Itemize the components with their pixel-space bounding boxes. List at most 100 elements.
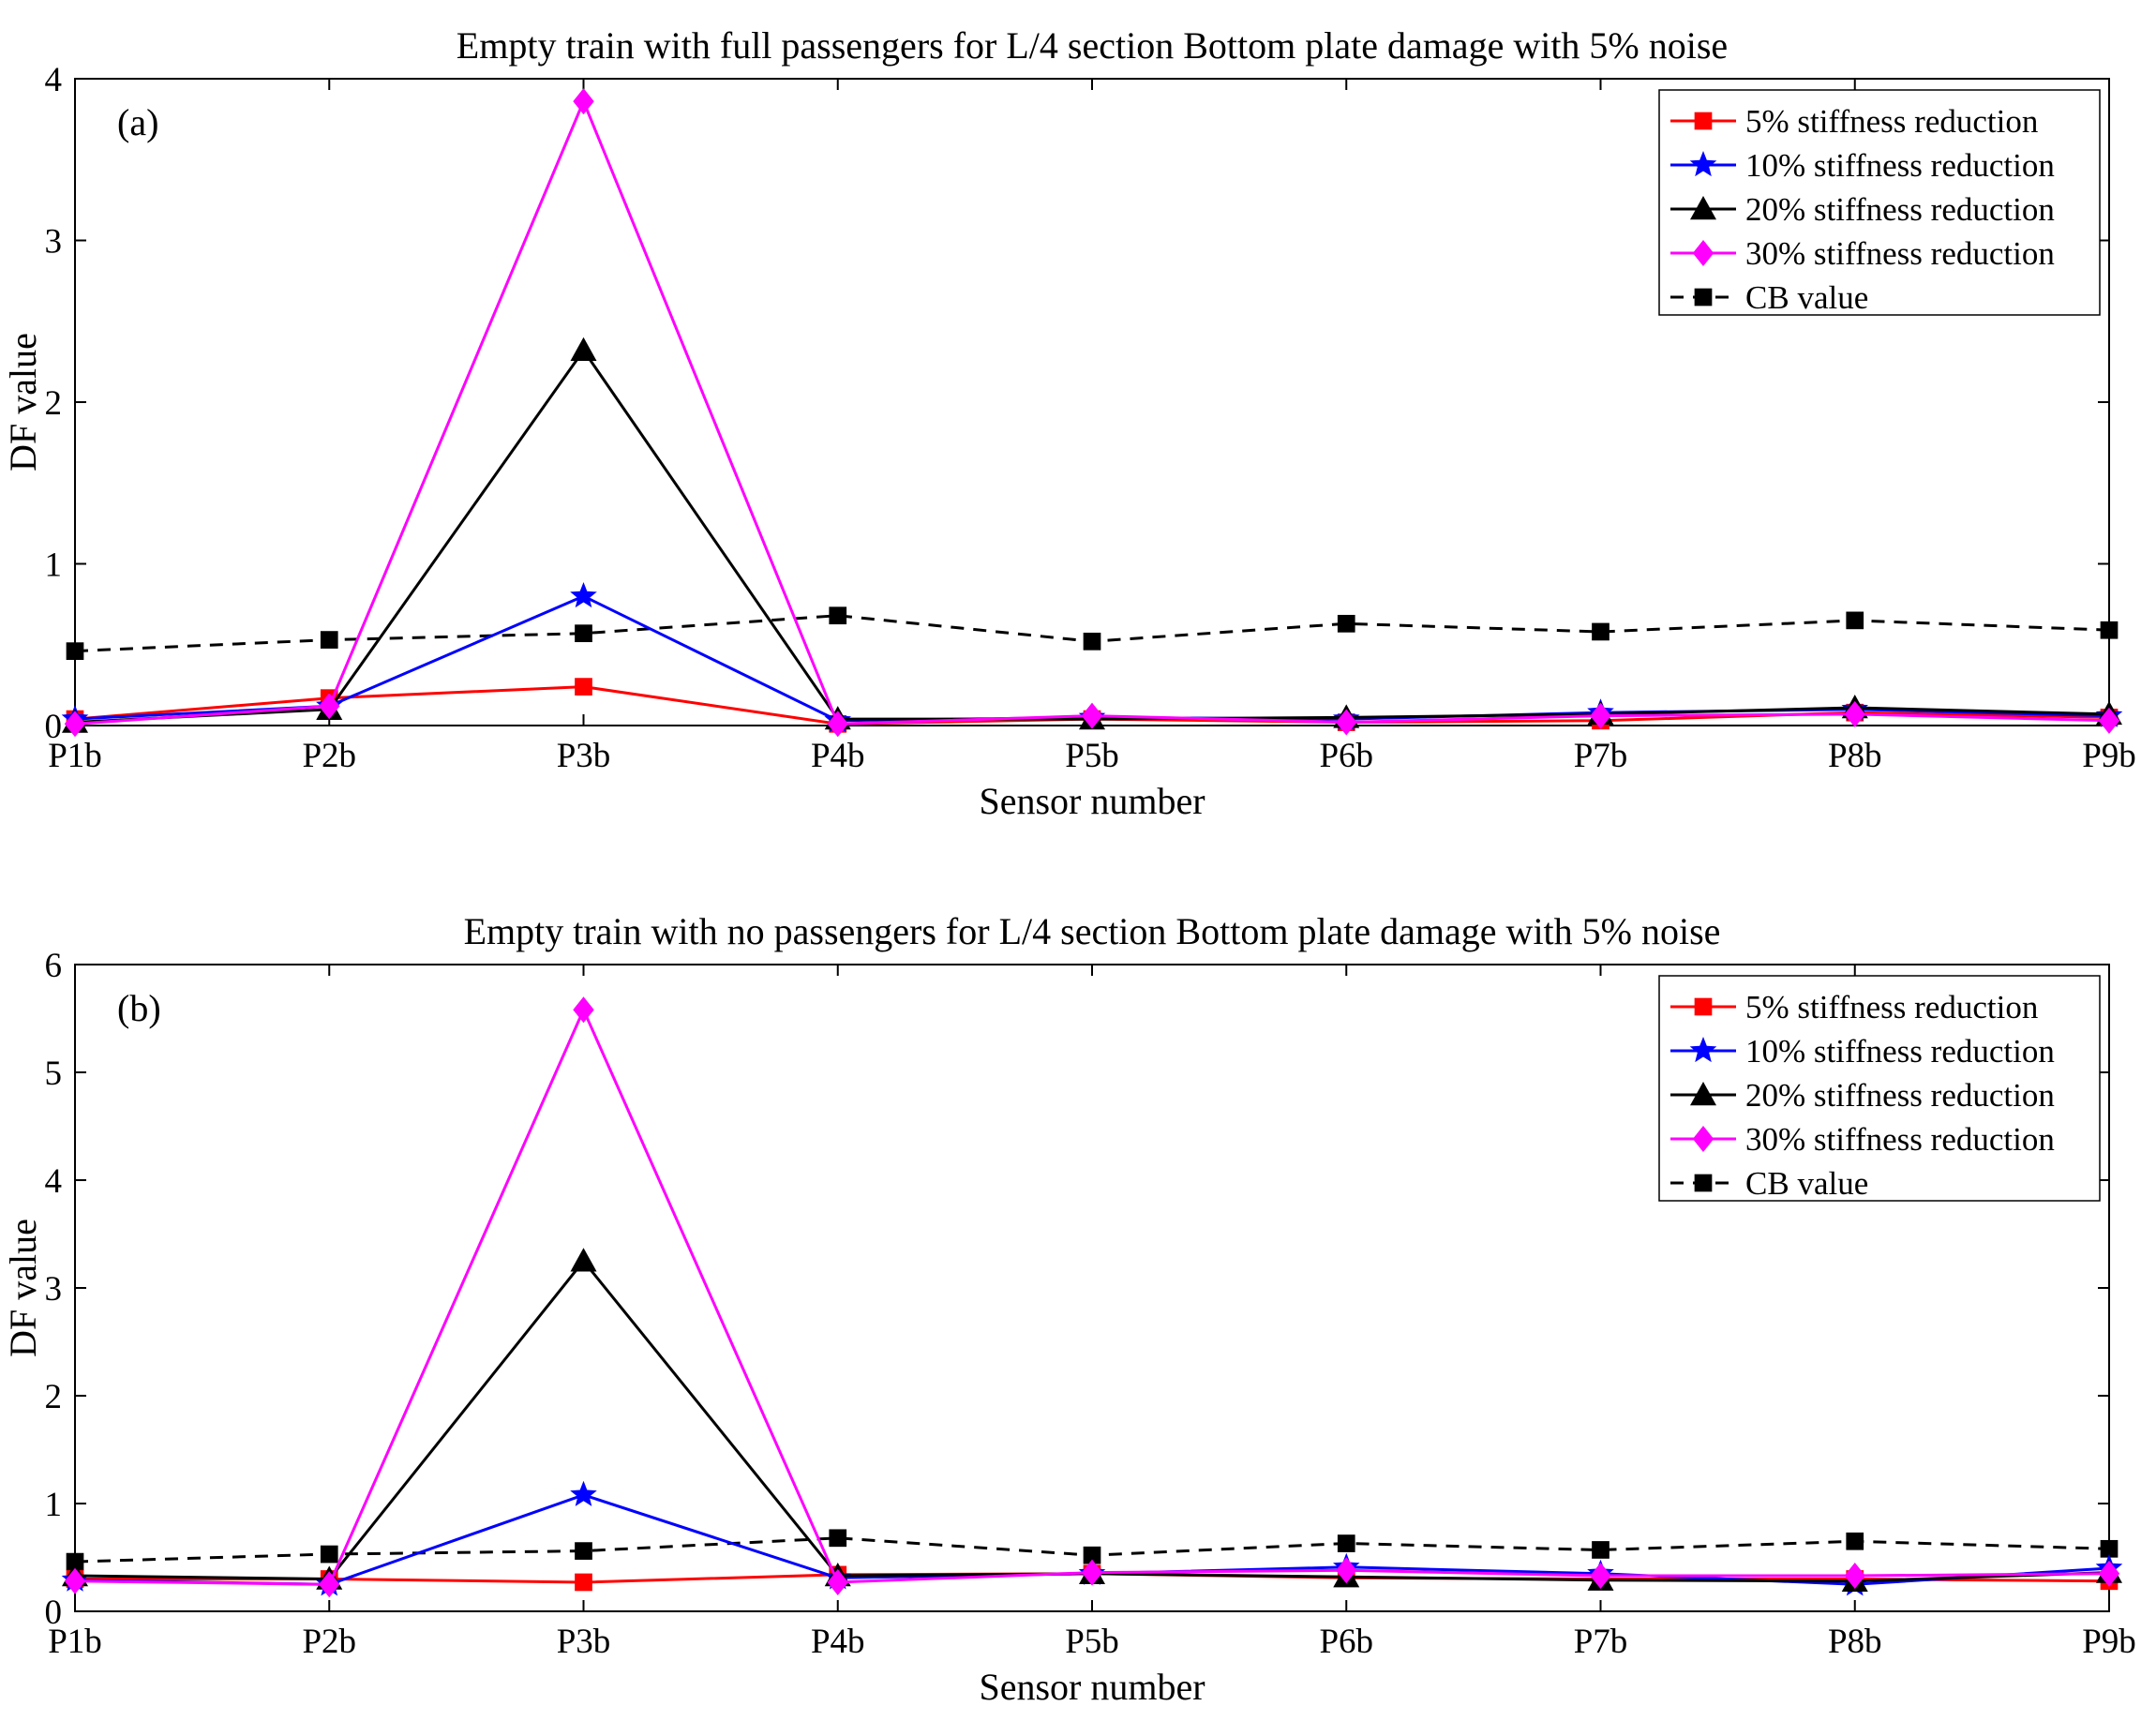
x-axis-label: Sensor number — [979, 780, 1205, 822]
data-point — [570, 1480, 597, 1506]
data-point — [1592, 622, 1610, 641]
legend: 5% stiffness reduction 10% stiffness redu… — [1658, 975, 2101, 1202]
series-cb-value — [66, 606, 2119, 660]
x-tick-label: P5b — [1065, 1623, 1119, 1661]
legend-label: CB value — [1745, 279, 1868, 316]
data-point — [1336, 709, 1357, 736]
chart-panel-a: Empty train with full passengers for L/4… — [2, 24, 2136, 822]
data-point — [575, 624, 592, 643]
legend-box — [1658, 89, 2101, 316]
legend-label: 20% stiffness reduction — [1745, 191, 2055, 228]
legend-marker — [1690, 196, 1716, 220]
data-point — [2098, 1560, 2120, 1587]
data-point — [575, 678, 592, 696]
x-tick-label: P3b — [557, 1623, 611, 1661]
legend-item: 5% stiffness reduction — [1670, 103, 2038, 140]
data-point — [575, 1573, 592, 1592]
series-line — [74, 1258, 2110, 1583]
x-tick-label: P7b — [1574, 737, 1628, 775]
x-tick-label: P8b — [1828, 737, 1882, 775]
x-tick-label: P4b — [811, 1623, 865, 1661]
legend-label: 10% stiffness reduction — [1745, 1033, 2055, 1070]
data-point — [570, 337, 597, 361]
data-point — [829, 1529, 847, 1548]
y-tick-label: 0 — [45, 1594, 63, 1632]
data-point — [827, 711, 848, 738]
data-point — [1081, 702, 1103, 729]
x-axis-label: Sensor number — [979, 1666, 1205, 1708]
legend-item: 5% stiffness reduction — [1670, 989, 2038, 1025]
legend-marker — [1694, 112, 1713, 130]
data-point — [570, 1248, 597, 1272]
x-tick-label: P1b — [48, 737, 102, 775]
y-tick-label: 6 — [45, 947, 63, 985]
chart-panel-b: Empty train with no passengers for L/4 s… — [2, 910, 2136, 1708]
y-tick-label: 4 — [45, 1162, 63, 1201]
chart-title: Empty train with full passengers for L/4… — [457, 24, 1728, 67]
x-tick-label: P1b — [48, 1623, 102, 1661]
data-point — [827, 1568, 848, 1595]
data-point — [2100, 1539, 2119, 1558]
data-point — [66, 1552, 84, 1571]
y-tick-label: 5 — [45, 1055, 63, 1093]
data-point — [320, 631, 338, 649]
legend-item: 10% stiffness reduction — [1670, 1033, 2055, 1070]
legend-label: 30% stiffness reduction — [1745, 235, 2055, 272]
data-point — [575, 1542, 592, 1560]
data-point — [1846, 1532, 1864, 1550]
x-tick-label: P2b — [302, 737, 356, 775]
panel-label: (a) — [117, 101, 158, 143]
series-30-stiffness-reduction — [64, 996, 2120, 1598]
data-point — [1844, 700, 1865, 727]
y-tick-label: 0 — [45, 708, 63, 746]
chart-title: Empty train with no passengers for L/4 s… — [464, 910, 1721, 952]
x-tick-label: P7b — [1574, 1623, 1628, 1661]
legend-label: 5% stiffness reduction — [1745, 989, 2038, 1025]
legend-label: 20% stiffness reduction — [1745, 1077, 2055, 1114]
data-point — [829, 606, 847, 625]
legend-label: 10% stiffness reduction — [1745, 147, 2055, 184]
x-tick-label: P5b — [1065, 737, 1119, 775]
y-tick-label: 2 — [45, 1378, 63, 1416]
data-point — [2100, 621, 2119, 639]
x-tick-label: P9b — [2082, 1623, 2136, 1661]
data-point — [66, 642, 84, 660]
data-point — [1081, 1559, 1103, 1586]
data-point — [573, 88, 594, 115]
data-point — [1083, 1546, 1101, 1564]
panel-label: (b) — [117, 987, 161, 1029]
legend-item: CB value — [1670, 279, 1868, 316]
data-point — [1083, 632, 1101, 651]
data-point — [573, 996, 594, 1024]
legend-marker — [1694, 288, 1713, 307]
y-axis-label: DF value — [2, 1219, 44, 1357]
data-point — [1590, 1563, 1611, 1590]
x-tick-label: P9b — [2082, 737, 2136, 775]
series-20-stiffness-reduction — [62, 1248, 2122, 1592]
y-tick-label: 2 — [45, 384, 63, 423]
legend-item: 20% stiffness reduction — [1670, 1077, 2055, 1114]
data-point — [319, 1571, 340, 1598]
y-tick-label: 3 — [45, 1270, 63, 1309]
data-point — [2098, 707, 2120, 734]
series-20-stiffness-reduction — [62, 337, 2122, 733]
legend-label: 5% stiffness reduction — [1745, 103, 2038, 140]
x-tick-label: P8b — [1828, 1623, 1882, 1661]
data-point — [1590, 702, 1611, 729]
legend-marker — [1692, 240, 1714, 266]
data-point — [64, 1567, 86, 1594]
data-point — [1844, 1563, 1865, 1590]
legend: 5% stiffness reduction 10% stiffness redu… — [1658, 89, 2101, 316]
y-tick-label: 3 — [45, 223, 63, 262]
data-point — [1592, 1541, 1610, 1559]
legend-box — [1658, 975, 2101, 1202]
legend-marker — [1694, 1174, 1713, 1192]
data-point — [1336, 1557, 1357, 1584]
legend-marker — [1690, 1082, 1716, 1106]
x-tick-label: P3b — [557, 737, 611, 775]
legend-label: 30% stiffness reduction — [1745, 1121, 2055, 1158]
x-tick-label: P6b — [1319, 737, 1373, 775]
series-line — [74, 594, 2110, 723]
data-point — [319, 693, 340, 720]
legend-marker — [1689, 1037, 1717, 1063]
